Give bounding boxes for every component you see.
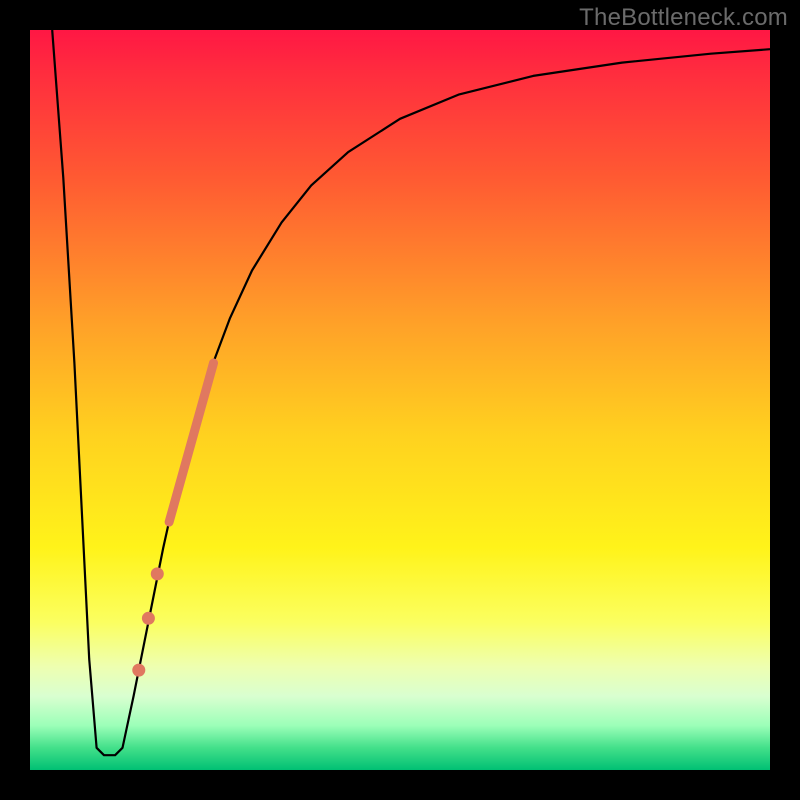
watermark-text: TheBottleneck.com [579,4,788,32]
highlight-dot [132,664,145,677]
bottleneck-chart [0,0,800,800]
highlight-dot [142,612,155,625]
highlight-dot [151,567,164,580]
